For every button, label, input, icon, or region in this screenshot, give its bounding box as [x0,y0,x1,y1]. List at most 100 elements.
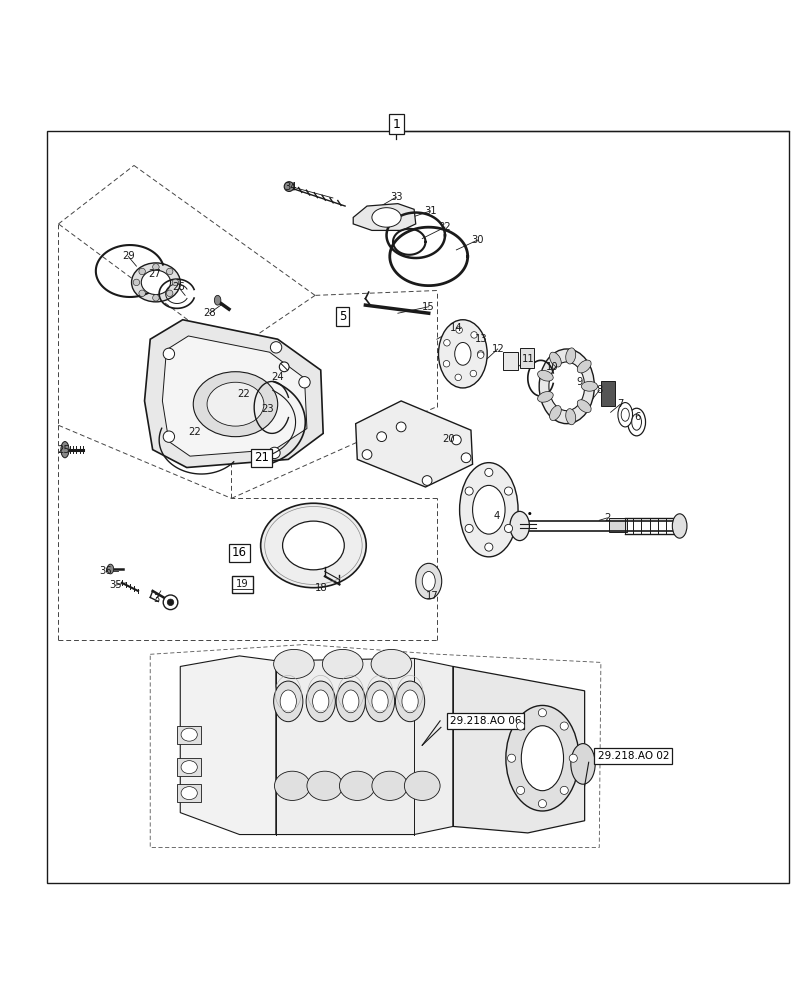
Circle shape [516,786,524,794]
Circle shape [507,754,515,762]
Ellipse shape [415,563,441,599]
Text: 16: 16 [232,546,247,559]
Text: 29.218.AO 02: 29.218.AO 02 [597,751,668,761]
Text: 15: 15 [422,302,435,312]
Bar [177,784,201,802]
Text: 14: 14 [449,323,462,333]
Circle shape [422,476,431,485]
Circle shape [538,800,546,808]
Text: 7: 7 [616,399,623,409]
Circle shape [454,374,461,381]
Ellipse shape [577,360,590,373]
Ellipse shape [548,362,584,411]
Ellipse shape [627,408,645,436]
Ellipse shape [371,690,388,713]
Text: 4: 4 [493,511,500,521]
Bar [177,758,201,776]
Ellipse shape [365,681,394,722]
Polygon shape [355,401,472,487]
Text: 9: 9 [576,377,582,387]
Ellipse shape [339,771,375,800]
Circle shape [163,595,178,610]
Text: 32: 32 [438,222,451,232]
Circle shape [465,524,473,532]
Ellipse shape [307,771,342,800]
Circle shape [484,468,492,476]
Ellipse shape [141,270,170,295]
Circle shape [163,431,174,442]
Circle shape [560,722,568,730]
Circle shape [560,786,568,794]
Bar [503,352,517,370]
Circle shape [516,722,524,730]
Text: 27: 27 [148,269,161,279]
Bar [600,381,615,406]
Circle shape [470,370,476,377]
Circle shape [279,362,289,372]
Text: 10: 10 [545,362,558,372]
Text: ●: ● [527,512,530,516]
Text: 5: 5 [338,310,346,323]
Circle shape [470,332,477,338]
Ellipse shape [181,728,197,741]
Circle shape [167,599,174,606]
Text: 19: 19 [235,579,248,589]
Polygon shape [353,204,415,230]
Ellipse shape [312,690,328,713]
Ellipse shape [537,370,552,381]
Circle shape [455,327,461,333]
Circle shape [152,295,159,301]
Bar [232,576,253,593]
Text: 29.218.AO 06: 29.218.AO 06 [449,716,521,726]
Ellipse shape [282,521,344,570]
Circle shape [133,279,139,286]
Text: 11: 11 [521,354,534,364]
Circle shape [139,268,145,275]
Text: 23: 23 [261,404,274,414]
Text: 1: 1 [392,118,400,131]
Bar [177,726,201,744]
Ellipse shape [274,771,310,800]
Ellipse shape [371,649,411,679]
Text: 33: 33 [389,192,402,202]
Ellipse shape [181,787,197,800]
Circle shape [152,264,159,270]
Text: 26: 26 [172,282,185,292]
Text: 17: 17 [425,591,438,601]
Text: 36: 36 [99,566,112,576]
Ellipse shape [322,649,363,679]
Circle shape [298,377,310,388]
Circle shape [484,543,492,551]
Ellipse shape [107,564,114,574]
Circle shape [538,709,546,717]
Circle shape [461,453,470,463]
Text: 18: 18 [314,583,327,593]
Ellipse shape [438,320,487,388]
Ellipse shape [284,182,294,191]
Text: 22: 22 [237,389,250,399]
Text: 2: 2 [603,513,610,523]
Bar [519,348,534,368]
Ellipse shape [549,406,560,420]
Circle shape [569,754,577,762]
Ellipse shape [549,352,560,367]
Circle shape [166,290,173,297]
Circle shape [172,279,178,286]
Text: 3: 3 [152,594,159,604]
Ellipse shape [131,263,180,302]
Circle shape [376,432,386,442]
Ellipse shape [672,514,686,538]
Polygon shape [453,666,584,833]
Circle shape [504,524,512,532]
Ellipse shape [336,681,365,722]
Text: 34: 34 [284,182,297,192]
Circle shape [163,348,174,360]
Text: 6: 6 [633,412,640,422]
Ellipse shape [565,409,575,425]
Text: 24: 24 [271,372,284,382]
Ellipse shape [273,649,314,679]
Bar [608,518,626,532]
Text: 31: 31 [423,206,436,216]
Polygon shape [276,658,453,835]
Ellipse shape [505,705,578,811]
